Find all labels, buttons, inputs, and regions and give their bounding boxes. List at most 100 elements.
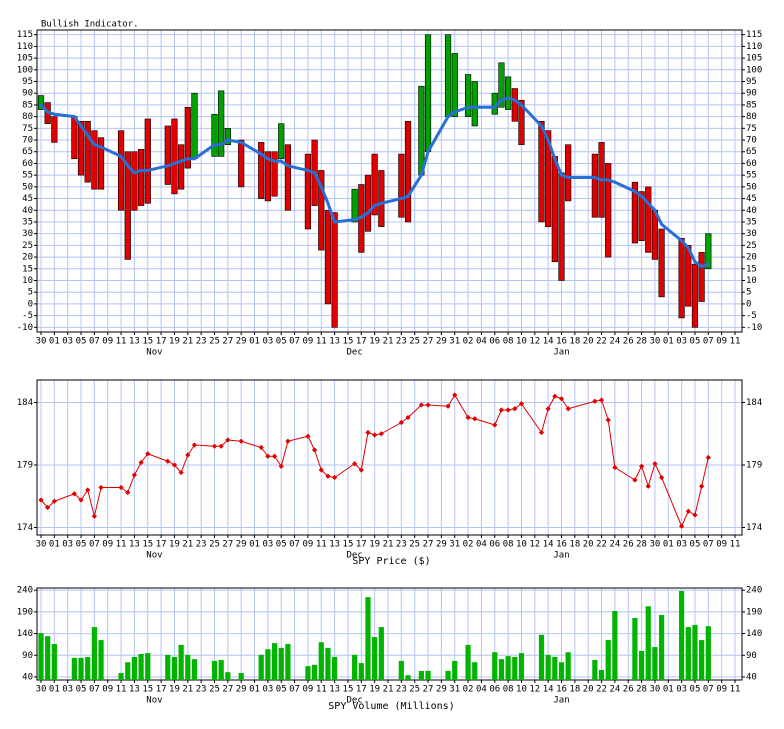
x-tick-label: 03 [676, 540, 687, 550]
bar [271, 151, 278, 197]
y-tick-label: 90 [22, 89, 33, 99]
bar [171, 118, 178, 195]
x-tick-label: 11 [316, 337, 327, 347]
average-line [126, 164, 136, 175]
bar [471, 81, 478, 127]
month-label: Jan [553, 696, 569, 706]
volume-bar [118, 673, 124, 680]
price-point [325, 473, 331, 479]
price-point [538, 429, 545, 436]
x-tick-label: 19 [169, 337, 180, 347]
price-point [598, 397, 605, 403]
price-point [418, 402, 424, 408]
bar [511, 88, 518, 122]
bar [331, 212, 338, 328]
bar [451, 53, 458, 117]
y-tick-label: 90 [746, 89, 757, 99]
month-label: Jan [553, 551, 569, 561]
bar [184, 106, 191, 169]
x-tick-label: 06 [489, 685, 500, 695]
volume-bar [311, 664, 318, 680]
average-line [379, 197, 403, 205]
volume-bar [652, 647, 658, 680]
y-tick-label: -10 [746, 323, 762, 333]
average-line [319, 185, 330, 205]
volume-bar [145, 653, 151, 680]
bar [144, 118, 151, 204]
bar [591, 153, 598, 218]
x-tick-label: 09 [102, 685, 113, 695]
x-tick-label: 15 [343, 685, 354, 695]
y-tick-label: 10 [22, 276, 33, 286]
price-point [378, 431, 384, 437]
x-tick-label: 10 [516, 685, 527, 695]
volume-bar [225, 672, 231, 680]
x-tick-label: 30 [650, 540, 661, 550]
price-point [238, 438, 244, 444]
y-tick-label: 20 [746, 253, 757, 263]
bar [264, 151, 271, 202]
x-tick-label: 29 [236, 540, 247, 550]
bar [364, 174, 372, 232]
bar [498, 62, 505, 108]
price-line [540, 408, 549, 433]
x-tick-label: 07 [703, 337, 714, 347]
price-line [274, 455, 282, 467]
price-point [138, 459, 144, 466]
x-tick-label: 30 [36, 540, 47, 550]
price-line [380, 422, 402, 435]
bar [645, 186, 652, 253]
average-line [226, 138, 243, 144]
price-line [427, 404, 449, 407]
average-line [660, 222, 684, 243]
y-tick-label: 184 [17, 398, 33, 408]
x-tick-label: 22 [596, 540, 607, 550]
x-tick-label: 27 [423, 685, 434, 695]
x-tick-label: 09 [102, 540, 113, 550]
price-point [612, 464, 618, 471]
x-tick-label: 21 [383, 540, 394, 550]
price-point [178, 469, 184, 476]
x-tick-label: 01 [663, 540, 674, 550]
y-tick-label: 70 [746, 136, 757, 146]
volume-bar [658, 614, 665, 680]
volume-bar [692, 624, 698, 680]
price-line [87, 489, 95, 517]
x-tick-label: 17 [356, 540, 367, 550]
x-tick-label: 19 [369, 337, 380, 347]
y-tick-label: 15 [746, 264, 757, 274]
x-tick-label: 22 [596, 337, 607, 347]
average-line [239, 140, 263, 156]
volume-bar [285, 643, 291, 680]
x-tick-label: 07 [89, 337, 100, 347]
x-tick-label: 18 [569, 540, 580, 550]
average-line [419, 150, 430, 177]
x-tick-label: 11 [116, 540, 127, 550]
price-point [705, 454, 711, 461]
y-tick-label: 85 [746, 100, 757, 110]
average-line [39, 103, 50, 114]
price-line [80, 489, 89, 501]
volume-bar [265, 649, 271, 680]
price-line [634, 465, 643, 481]
month-label: Dec [347, 551, 363, 561]
y-tick-label: 105 [746, 54, 762, 64]
x-tick-label: 20 [583, 540, 594, 550]
bar [218, 90, 225, 157]
x-tick-label: 01 [249, 540, 260, 550]
bar [464, 74, 472, 117]
x-tick-label: 23 [396, 685, 407, 695]
average-line [119, 154, 130, 168]
x-tick-label: 30 [36, 685, 47, 695]
y-tick-label: 100 [17, 65, 33, 75]
average-line [546, 138, 557, 161]
x-tick-label: 14 [543, 540, 554, 550]
price-line [520, 403, 542, 433]
x-tick-label: 21 [182, 685, 193, 695]
x-tick-label: 07 [289, 540, 300, 550]
month-label: Nov [146, 348, 162, 358]
bar [378, 170, 385, 227]
x-tick-label: 07 [89, 685, 100, 695]
volume-bar [638, 650, 645, 680]
price-point [505, 407, 511, 413]
